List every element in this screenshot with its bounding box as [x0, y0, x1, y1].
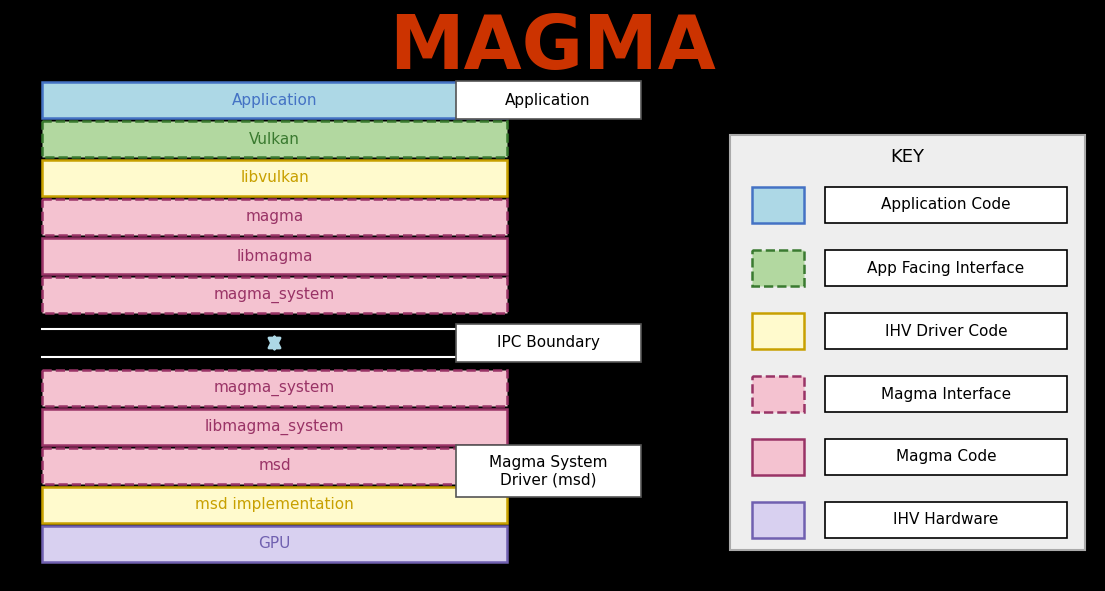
Text: Application Code: Application Code — [881, 197, 1011, 213]
Bar — [455, 324, 641, 362]
Text: libmagma: libmagma — [236, 248, 313, 264]
Bar — [455, 445, 641, 497]
Bar — [42, 526, 507, 562]
Bar — [42, 82, 507, 118]
Text: magma_system: magma_system — [214, 287, 335, 303]
Bar — [730, 135, 1085, 550]
Bar — [825, 250, 1067, 286]
Text: magma_system: magma_system — [214, 380, 335, 396]
Text: Magma System
Driver (msd): Magma System Driver (msd) — [488, 455, 608, 487]
Bar — [42, 487, 507, 523]
Text: GPU: GPU — [259, 537, 291, 551]
Text: libvulkan: libvulkan — [240, 170, 309, 186]
Text: Application: Application — [505, 93, 591, 108]
Bar — [825, 187, 1067, 223]
Bar — [42, 160, 507, 196]
Bar — [42, 277, 507, 313]
Text: MAGMA: MAGMA — [389, 12, 716, 85]
Text: KEY: KEY — [891, 148, 925, 166]
Text: Application: Application — [232, 93, 317, 108]
Bar — [825, 376, 1067, 412]
Bar — [455, 81, 641, 119]
Bar — [753, 313, 804, 349]
Text: App Facing Interface: App Facing Interface — [867, 261, 1024, 275]
Text: Vulkan: Vulkan — [249, 132, 299, 147]
Text: IPC Boundary: IPC Boundary — [496, 336, 599, 350]
Text: IHV Driver Code: IHV Driver Code — [885, 323, 1008, 339]
Bar — [42, 370, 507, 406]
Bar — [825, 502, 1067, 538]
Bar — [825, 313, 1067, 349]
Bar — [753, 439, 804, 475]
Bar — [753, 187, 804, 223]
Text: Magma Code: Magma Code — [896, 450, 997, 465]
Bar — [42, 238, 507, 274]
Text: msd: msd — [259, 459, 291, 473]
Text: msd implementation: msd implementation — [196, 498, 354, 512]
Bar — [753, 376, 804, 412]
Text: Magma Interface: Magma Interface — [881, 387, 1011, 401]
Bar — [825, 439, 1067, 475]
Bar — [753, 250, 804, 286]
Bar — [753, 502, 804, 538]
Bar — [42, 409, 507, 445]
Bar — [42, 448, 507, 484]
Bar — [42, 121, 507, 157]
Text: libmagma_system: libmagma_system — [204, 419, 345, 435]
Text: magma: magma — [245, 209, 304, 225]
Bar — [42, 199, 507, 235]
Text: IHV Hardware: IHV Hardware — [893, 512, 999, 528]
